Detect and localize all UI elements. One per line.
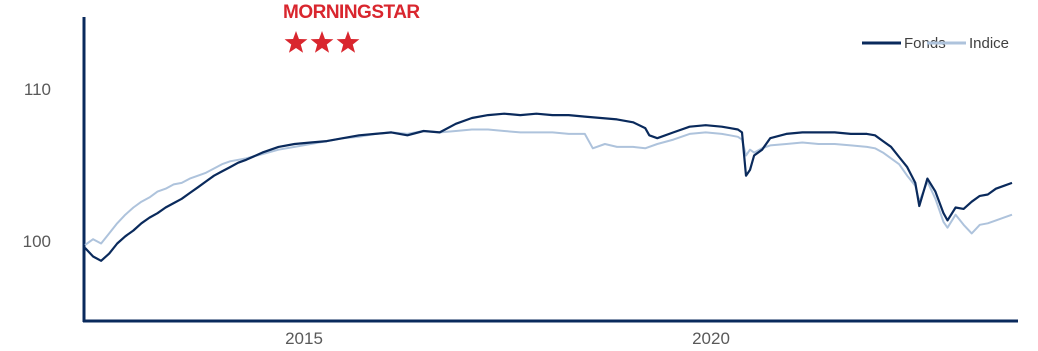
morningstar-logo: MORNINGSTAR	[283, 2, 421, 53]
y-tick-label: 110	[24, 80, 51, 99]
series-line-indice	[84, 128, 1013, 246]
legend-label-indice: Indice	[969, 35, 1009, 52]
x-tick-label: 2015	[285, 329, 323, 348]
morningstar-logo-text: MORNINGSTAR	[283, 2, 420, 23]
y-tick-label: 100	[23, 232, 51, 251]
star-icon	[284, 31, 308, 53]
star-icon	[310, 31, 334, 53]
x-tick-label: 2020	[692, 329, 730, 348]
legend-label-fonds: Fonds	[904, 35, 946, 52]
rating-stars	[284, 31, 360, 53]
series-line-fonds	[84, 112, 1013, 262]
star-icon	[336, 31, 360, 53]
legend: Fonds Indice	[862, 35, 1009, 52]
